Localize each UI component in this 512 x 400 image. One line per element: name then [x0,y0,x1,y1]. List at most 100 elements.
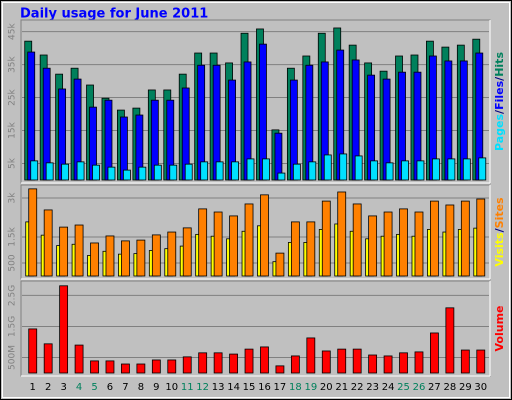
y-tick-label: 5k [8,157,18,169]
bar [45,162,54,181]
bar [105,360,115,374]
bar [229,353,238,374]
bar [182,227,192,277]
bar [447,158,456,181]
x-tick-label: 13 [212,382,225,393]
bar [430,332,439,374]
y-tick-label: 25k [8,88,18,105]
bar [385,162,394,181]
x-tick-label: 24 [382,382,395,393]
x-tick-label: 6 [107,382,113,393]
bar [321,350,331,374]
bar [352,348,362,374]
bar [368,215,378,277]
bar [213,352,223,374]
bar [478,157,487,181]
x-tick-label: 4 [76,382,82,393]
bar [275,365,285,374]
x-tick-label: 10 [165,382,178,393]
bar [244,203,254,277]
x-tick-label: 12 [196,382,209,393]
bar [184,163,193,181]
bar [28,188,38,277]
bar [292,163,301,181]
x-tick-label: 15 [243,382,256,393]
bar [136,363,146,374]
legend-separator: / [493,227,506,232]
bar [92,164,100,181]
x-tick-label: 21 [335,382,348,393]
x-tick-label: 20 [320,382,333,393]
legend-entry: Pages [493,113,506,151]
bar [169,164,178,181]
x-tick-label: 2 [45,382,51,393]
y-tick-label: 1.5k [8,226,18,246]
bar [59,226,69,277]
bar [275,252,285,277]
bar [231,161,239,181]
y-tick-label: 15k [8,121,18,138]
bar [337,191,347,277]
x-tick-label: 1 [30,382,36,393]
bar [383,355,393,374]
x-tick-label: 11 [181,382,194,393]
bar [121,240,130,277]
x-tick-label: 3 [60,382,66,393]
x-tick-label: 18 [289,382,302,393]
x-tick-label: 26 [413,382,426,393]
bar [229,215,238,277]
legend-separator: / [493,109,506,114]
bar [462,158,471,181]
bar [416,160,425,181]
x-tick-label: 7 [122,382,128,393]
bar [262,158,270,181]
bar [460,200,470,277]
bar [277,172,286,181]
x-tick-label: 14 [227,382,240,393]
bar [213,211,223,277]
x-tick-label: 5 [91,382,97,393]
y-tick-label: 2.5G [8,285,18,306]
bar [28,328,38,374]
bar [354,155,363,181]
bar [246,158,255,181]
bar [138,166,147,181]
bar [352,203,362,277]
bar [290,355,300,374]
legend: Visits/Sites [493,197,506,267]
bar [368,354,378,374]
bar [123,169,131,181]
y-tick-label: 500M [8,345,18,370]
plot-area [20,280,491,377]
x-tick-label: 23 [366,382,379,393]
bar [308,161,317,181]
bar [121,363,130,374]
bar [153,164,162,181]
bar [321,200,331,277]
bar [414,211,424,277]
bar [430,200,439,277]
y-tick-label: 35k [8,55,18,72]
bar [151,234,161,277]
bar [432,158,440,181]
legend: Volume [493,306,506,352]
legend: Pages/Files/Hits [493,52,506,151]
x-tick-label: 30 [474,382,487,393]
x-tick-label: 17 [274,382,287,393]
bar [370,160,379,181]
x-tick-label: 8 [138,382,144,393]
y-tick-label: 500 [8,254,18,271]
bar [383,211,393,277]
x-tick-label: 25 [397,382,410,393]
bar [445,307,455,374]
bar [290,221,300,277]
bar [136,239,146,277]
bar [59,285,69,374]
legend-separator: / [493,76,506,81]
bar [30,160,39,181]
legend-entry: Hits [493,52,506,77]
x-tick-label: 28 [444,382,457,393]
bar [306,221,316,277]
